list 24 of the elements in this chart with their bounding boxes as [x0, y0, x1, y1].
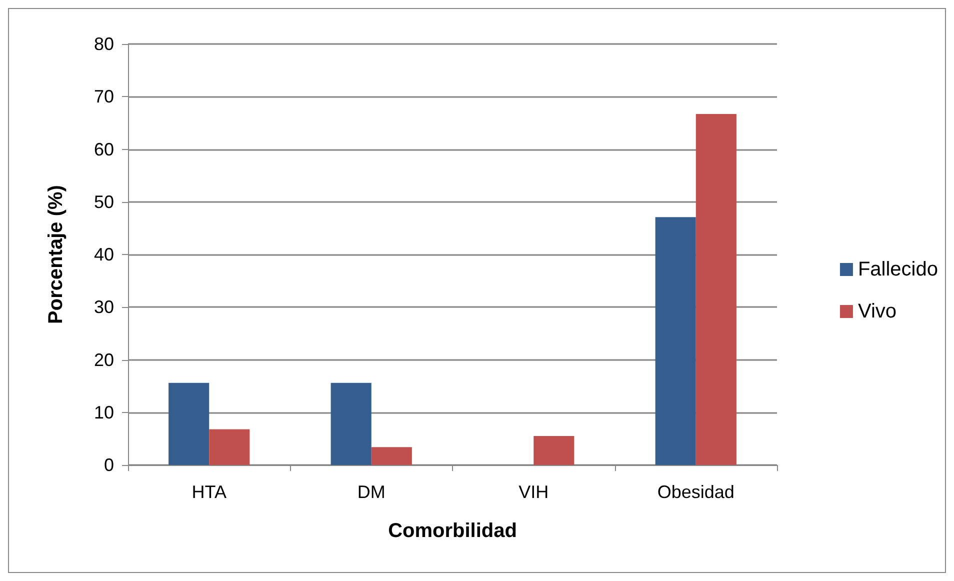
bar [209, 429, 250, 465]
legend-label: Fallecido [858, 258, 938, 280]
x-tick-label: DM [357, 482, 386, 502]
x-axis-title: Comorbilidad [388, 520, 517, 542]
x-tick-label: Obesidad [657, 482, 734, 502]
y-tick-label: 0 [104, 455, 114, 475]
x-tick-label: HTA [192, 482, 226, 502]
y-tick-label: 60 [94, 139, 114, 160]
bar [696, 114, 736, 465]
bar [655, 217, 696, 465]
x-tick-label: VIH [518, 482, 549, 502]
bar [330, 382, 372, 465]
y-axis-title: Porcentaje (%) [45, 185, 67, 324]
y-tick-label: 40 [94, 244, 114, 264]
y-tick-label: 30 [94, 297, 114, 318]
bar [534, 436, 574, 465]
y-tick-label: 50 [94, 192, 114, 212]
y-tick-label: 80 [94, 34, 114, 54]
legend-label: Vivo [858, 300, 897, 322]
y-tick-label: 20 [94, 350, 114, 370]
bar [168, 382, 210, 465]
y-tick-label: 70 [94, 86, 114, 107]
bar [371, 447, 412, 465]
y-tick-label: 10 [94, 402, 114, 422]
